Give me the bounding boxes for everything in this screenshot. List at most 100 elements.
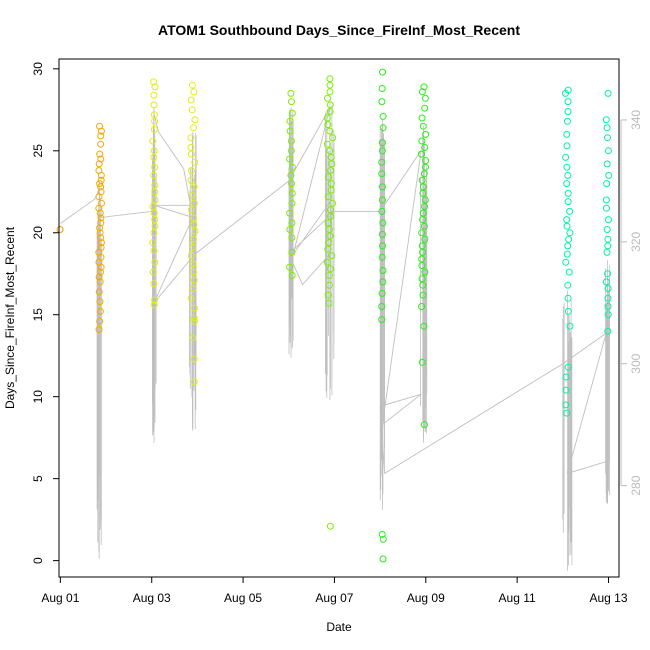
data-point: [326, 101, 334, 109]
data-point: [379, 124, 387, 132]
data-point: [378, 530, 386, 538]
data-point: [324, 219, 332, 227]
data-point: [563, 130, 571, 138]
data-point: [97, 155, 105, 163]
data-point: [329, 199, 336, 207]
data-point: [288, 163, 296, 171]
data-point: [149, 203, 157, 210]
data-point: [96, 209, 104, 217]
data-point: [418, 358, 426, 366]
data-point: [419, 248, 427, 256]
data-point: [287, 147, 295, 155]
data-point: [97, 219, 105, 227]
data-point: [286, 263, 294, 271]
data-point: [288, 109, 296, 117]
data-point: [95, 273, 103, 281]
data-point: [187, 144, 195, 151]
data-point: [190, 276, 198, 284]
data-point: [379, 219, 387, 227]
data-point: [604, 311, 612, 319]
data-point: [326, 226, 333, 233]
y-tick-label: 30: [31, 62, 45, 76]
data-point: [604, 270, 612, 278]
data-point: [566, 229, 574, 237]
data-point: [378, 316, 386, 324]
data-point: [564, 242, 572, 250]
data-point: [288, 180, 295, 188]
data-point: [378, 139, 386, 147]
data-point: [189, 334, 197, 342]
data-point: [419, 281, 427, 289]
data-point: [418, 137, 426, 145]
data-point: [187, 134, 195, 142]
data-point: [379, 68, 386, 76]
x-axis-label: Date: [326, 620, 352, 634]
data-point: [564, 363, 572, 371]
data-point: [96, 180, 104, 188]
data-point: [150, 301, 158, 309]
x-tick-label: Aug 05: [224, 591, 262, 605]
data-point: [418, 303, 426, 310]
data-point: [190, 378, 198, 386]
data-point: [189, 244, 197, 251]
data-point: [288, 248, 296, 256]
data-point: [418, 88, 426, 96]
data-point: [378, 230, 386, 238]
trace-lines: [60, 101, 610, 571]
data-point: [604, 216, 612, 224]
data-point: [190, 214, 197, 222]
data-point: [288, 271, 296, 279]
data-point: [564, 189, 572, 197]
data-point: [604, 285, 612, 292]
y-tick-label: 25: [31, 144, 45, 158]
x-tick-label: Aug 03: [133, 591, 171, 605]
right-tick-label: 300: [629, 353, 643, 373]
data-point: [418, 114, 426, 122]
data-point: [327, 186, 335, 194]
data-point: [379, 267, 387, 274]
data-point: [151, 222, 159, 230]
data-point: [187, 206, 195, 214]
data-point: [602, 196, 610, 204]
data-point: [288, 199, 296, 207]
data-point: [563, 117, 571, 125]
data-point: [151, 258, 159, 266]
data-point: [95, 204, 103, 212]
data-point: [604, 235, 612, 243]
data-point: [564, 307, 572, 315]
data-point: [96, 317, 104, 325]
data-point: [421, 196, 429, 204]
right-tick-label: 280: [629, 475, 643, 495]
data-point: [190, 88, 198, 96]
data-point: [565, 268, 573, 276]
data-point: [566, 322, 574, 330]
data-point: [324, 121, 332, 129]
data-point: [421, 104, 429, 112]
x-axis: Aug 01 Aug 03 Aug 05 Aug 07 Aug 09 Aug 11 Aug …: [41, 577, 628, 605]
data-point: [603, 248, 611, 256]
data-point: [564, 171, 572, 179]
data-point: [421, 235, 429, 243]
data-point: [286, 155, 294, 163]
data-point: [563, 222, 571, 230]
data-point: [325, 239, 333, 247]
data-point: [327, 206, 334, 214]
x-tick-label: Aug 13: [589, 591, 627, 605]
data-point: [422, 163, 429, 171]
data-point: [564, 108, 572, 115]
data-point: [418, 262, 426, 269]
data-point: [327, 153, 335, 161]
data-point: [563, 163, 571, 171]
data-point: [326, 88, 334, 96]
data-point: [190, 199, 198, 207]
data-point: [190, 304, 198, 312]
data-point: [378, 85, 386, 92]
data-point: [379, 278, 387, 286]
data-point: [190, 268, 197, 276]
data-point: [418, 229, 426, 237]
data-point: [421, 94, 429, 102]
plot-frame: [58, 58, 620, 578]
data-point: [187, 176, 195, 184]
data-point: [602, 116, 610, 124]
data-point: [421, 268, 429, 276]
